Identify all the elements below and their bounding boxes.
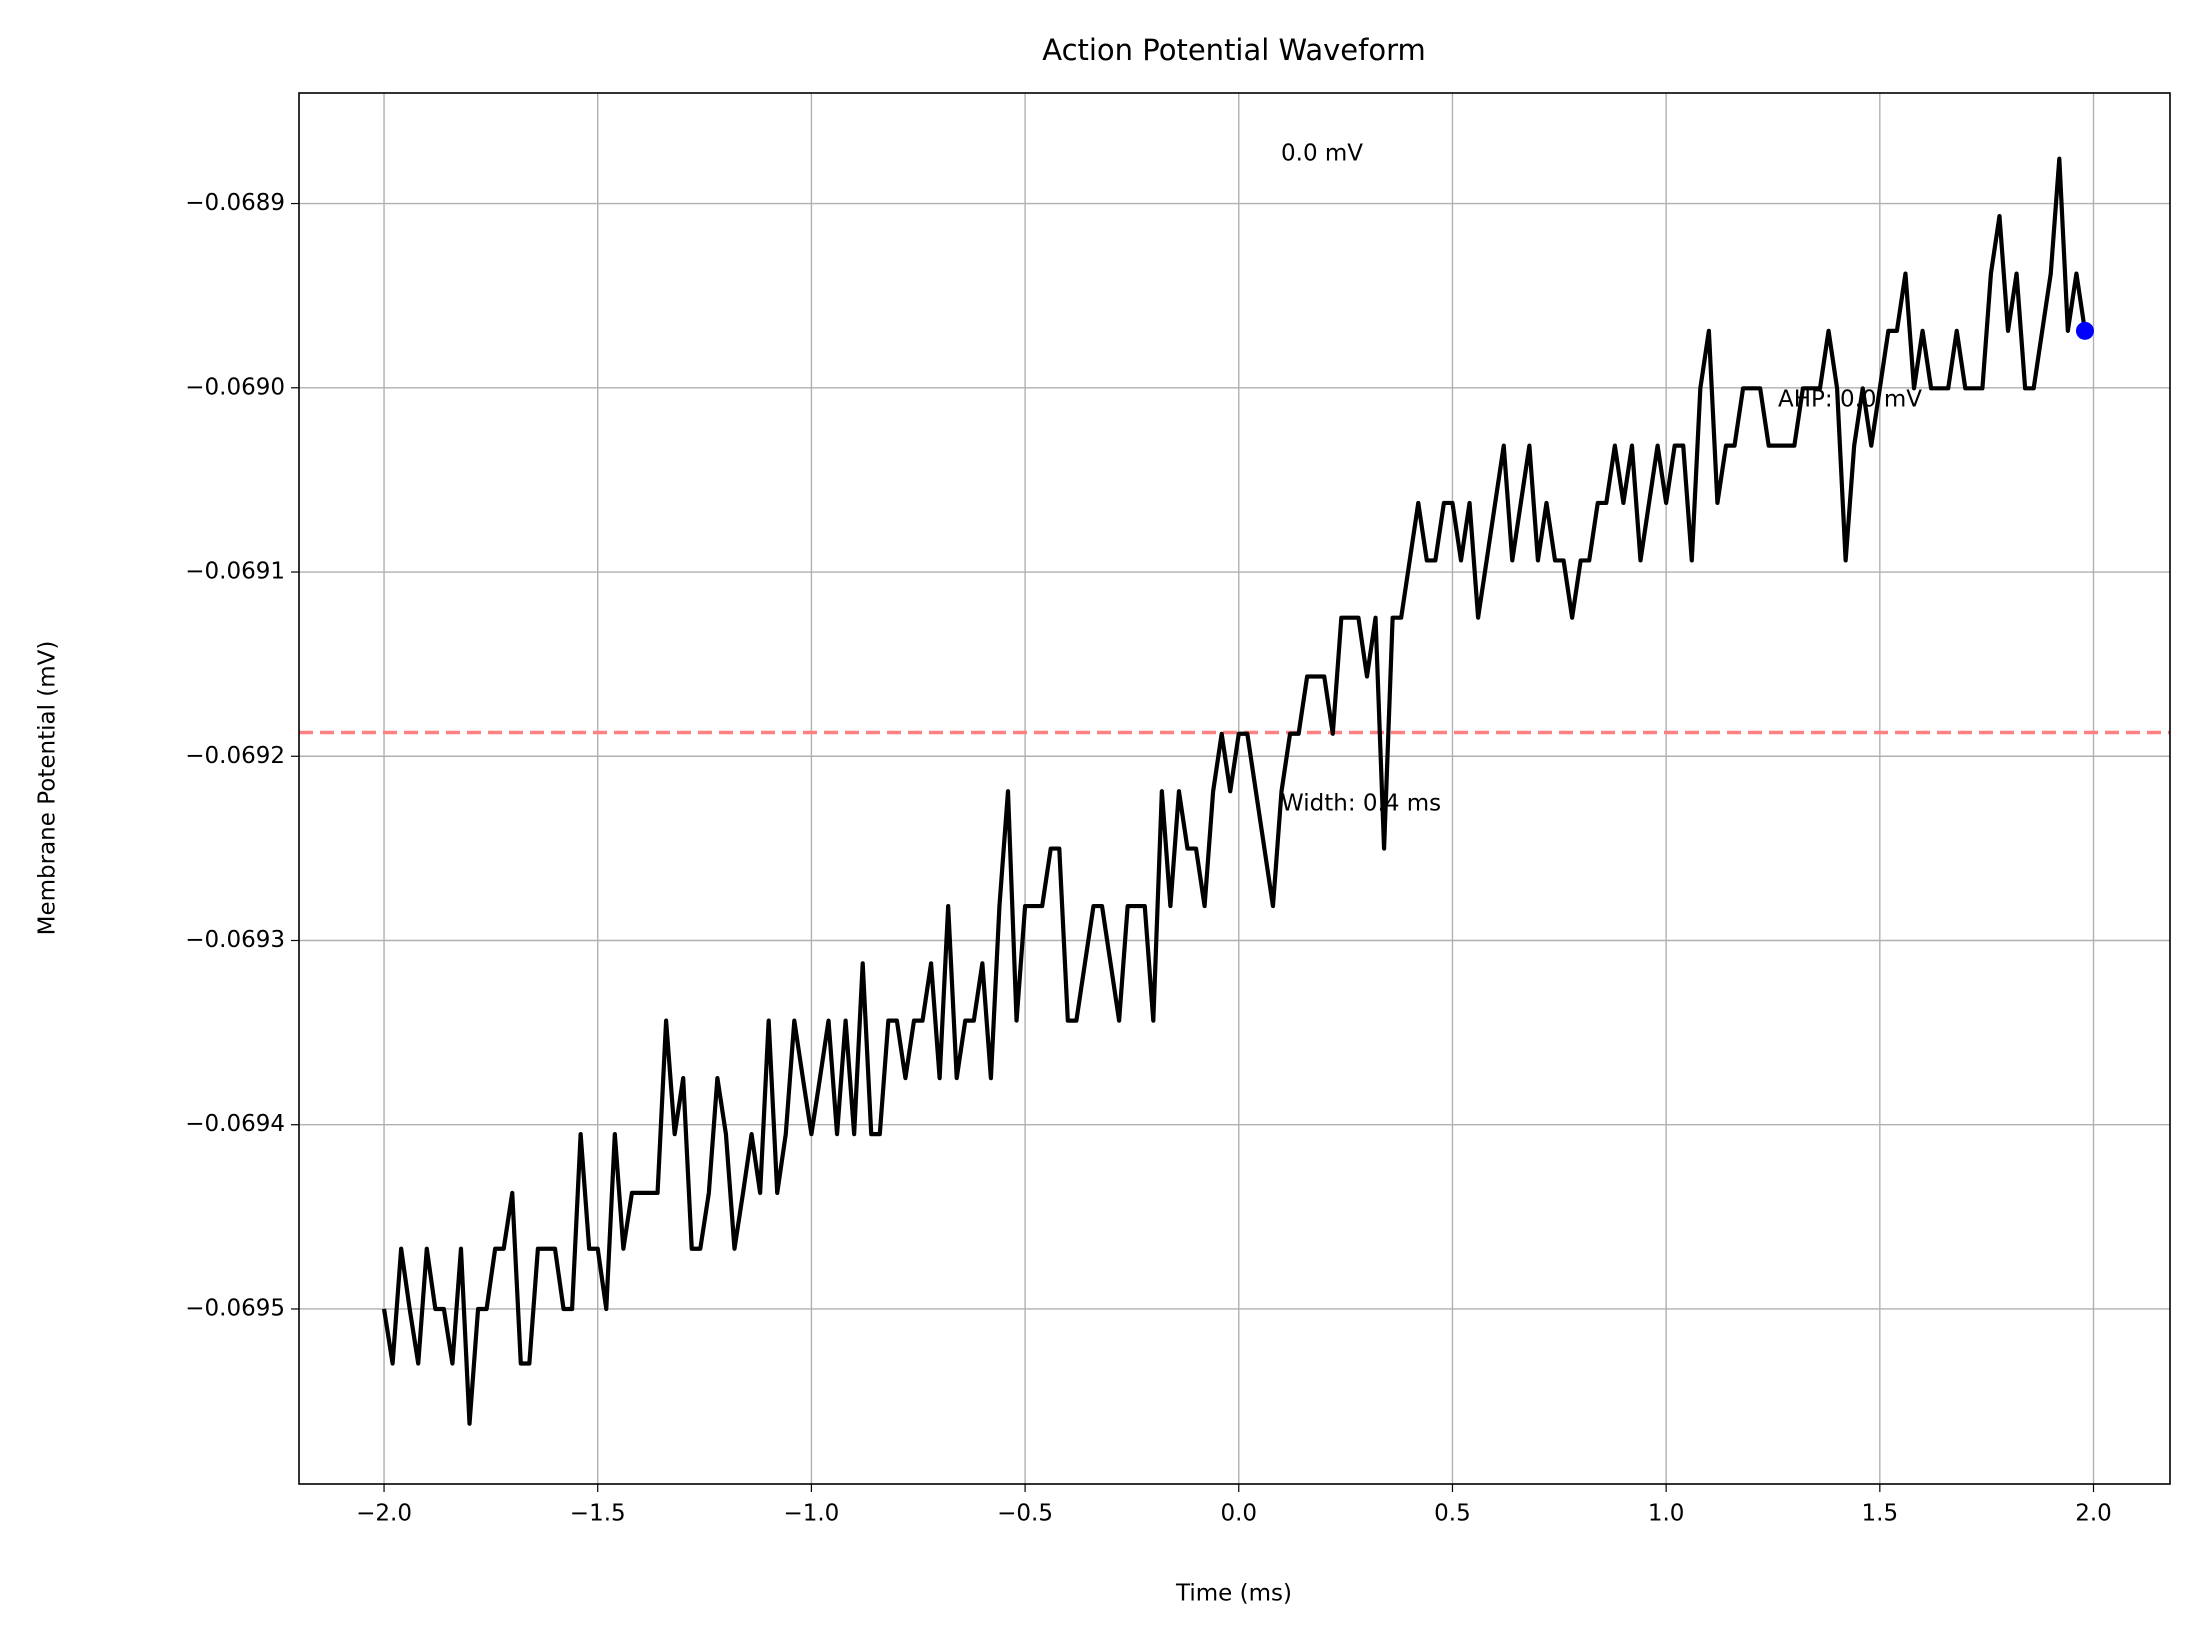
last-point-marker	[2075, 321, 2094, 340]
x-tick-label: 0.0	[1220, 1501, 1257, 1527]
chart-title: Action Potential Waveform	[1042, 33, 1426, 67]
y-tick-label: −0.0694	[185, 1111, 285, 1137]
x-tick-label: −0.5	[997, 1501, 1053, 1527]
x-tick-label: −1.5	[570, 1501, 626, 1527]
y-tick-label: −0.0692	[185, 743, 285, 769]
x-tick-label: −2.0	[356, 1501, 412, 1527]
y-tick-label: −0.0691	[185, 559, 285, 585]
annotation: Width: 0.4 ms	[1281, 791, 1441, 817]
y-axis-label: Membrane Potential (mV)	[35, 641, 61, 936]
y-tick-label: −0.0690	[185, 374, 285, 400]
plot-frame	[298, 92, 2171, 1485]
y-tick-label: −0.0689	[185, 190, 285, 216]
x-axis-label: Time (ms)	[1175, 1581, 1292, 1607]
waveform-line	[381, 156, 2088, 1426]
x-tick-label: 1.0	[1648, 1501, 1685, 1527]
x-tick-label: 1.5	[1862, 1501, 1899, 1527]
y-tick-label: −0.0695	[185, 1295, 285, 1321]
x-tick-label: 0.5	[1434, 1501, 1471, 1527]
x-tick-label: 2.0	[2075, 1501, 2112, 1527]
annotation: AHP: 0.0 mV	[1778, 387, 1922, 413]
y-tick-label: −0.0693	[185, 927, 285, 953]
annotation: 0.0 mV	[1281, 141, 1363, 167]
x-tick-label: −1.0	[783, 1501, 839, 1527]
